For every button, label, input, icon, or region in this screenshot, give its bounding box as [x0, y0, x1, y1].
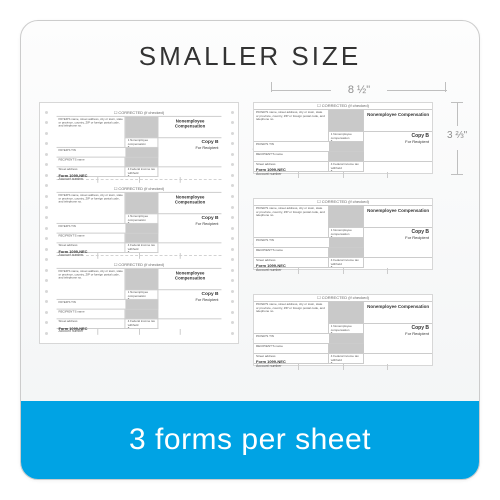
- product-card: SMALLER SIZE 8 ½" 3 ⅔" → → → ☐ CORRECTE: [20, 20, 480, 480]
- height-dimension: 3 ⅔": [445, 102, 473, 174]
- separated-forms: ☐ CORRECTED (if checked) PAYER'S name, s…: [253, 102, 433, 366]
- form-1099-nec: ☐ CORRECTED (if checked) PAYER'S name, s…: [57, 186, 222, 256]
- form-1099-nec: ☐ CORRECTED (if checked) PAYER'S name, s…: [253, 198, 433, 270]
- form-1099-nec: ☐ CORRECTED (if checked) PAYER'S name, s…: [57, 262, 222, 332]
- title: SMALLER SIZE: [21, 21, 479, 82]
- width-dimension: 8 ½": [273, 84, 445, 96]
- continuous-sheet: ☐ CORRECTED (if checked) PAYER'S name, s…: [39, 102, 239, 344]
- form-1099-nec: ☐ CORRECTED (if checked) PAYER'S name, s…: [57, 110, 222, 180]
- banner: 3 forms per sheet: [21, 401, 479, 479]
- form-1099-nec: ☐ CORRECTED (if checked) PAYER'S name, s…: [253, 102, 433, 174]
- content-area: 8 ½" 3 ⅔" → → → ☐ CORRECTED (if checked)…: [21, 82, 479, 401]
- form-1099-nec: ☐ CORRECTED (if checked) PAYER'S name, s…: [253, 294, 433, 366]
